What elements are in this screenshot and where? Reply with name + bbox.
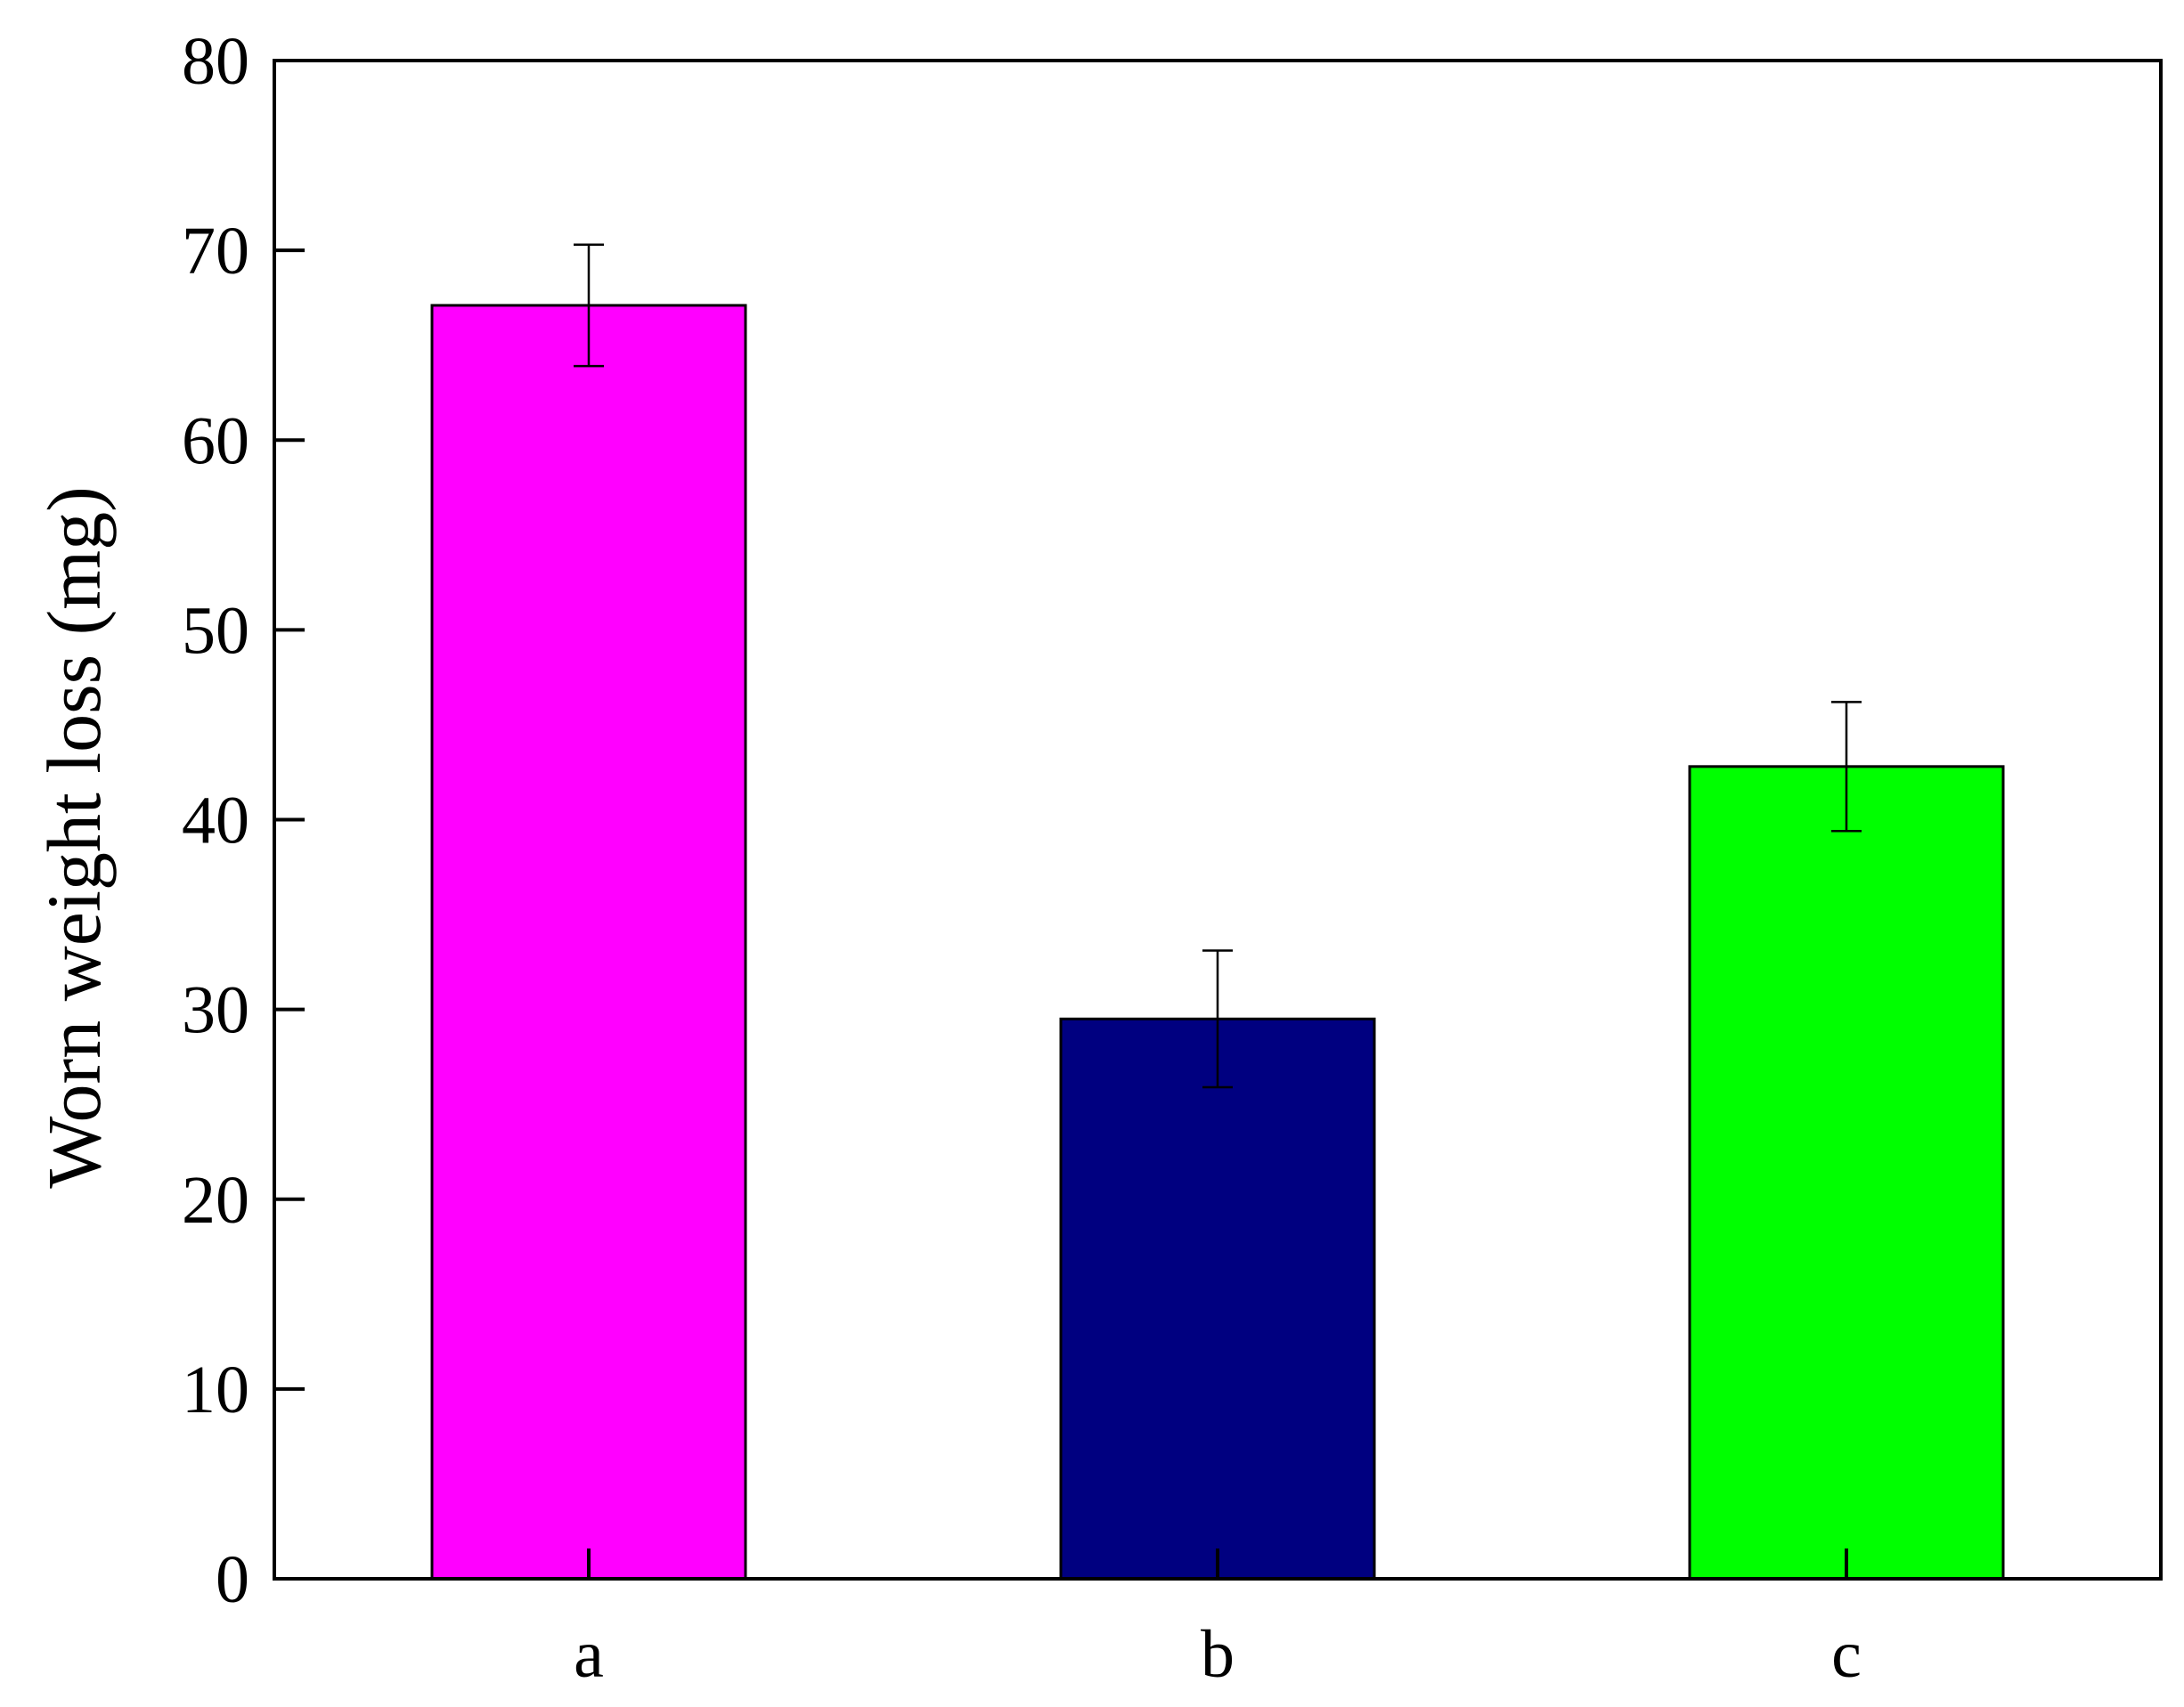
error-bar-c (1831, 701, 1862, 833)
bar-b (1059, 1017, 1376, 1581)
y-tick-label-80: 80 (182, 24, 249, 99)
x-tick-label-a: a (574, 1617, 604, 1692)
x-axis-ticks: a b c (574, 1548, 1862, 1692)
y-tick-label-10: 10 (182, 1353, 249, 1427)
x-tick-label-b: b (1201, 1617, 1235, 1692)
error-bars (574, 243, 1862, 1089)
y-tick-label-20: 20 (182, 1163, 249, 1238)
bar-a (430, 304, 747, 1581)
y-tick-label-50: 50 (182, 593, 249, 668)
y-axis-label: Worn weight loss (mg) (31, 486, 117, 1189)
y-tick-label-40: 40 (182, 784, 249, 858)
x-tick-label-c: c (1831, 1617, 1862, 1692)
y-axis-ticks: 0 10 20 30 40 50 60 70 80 (182, 24, 305, 1617)
bars (430, 304, 2005, 1581)
error-bar-b (1202, 949, 1233, 1089)
y-tick-label-70: 70 (182, 214, 249, 289)
error-bar-a (574, 243, 604, 368)
y-tick-label-0: 0 (216, 1542, 249, 1617)
y-tick-label-30: 30 (182, 973, 249, 1048)
bar-c (1688, 765, 2005, 1581)
y-tick-label-60: 60 (182, 403, 249, 478)
